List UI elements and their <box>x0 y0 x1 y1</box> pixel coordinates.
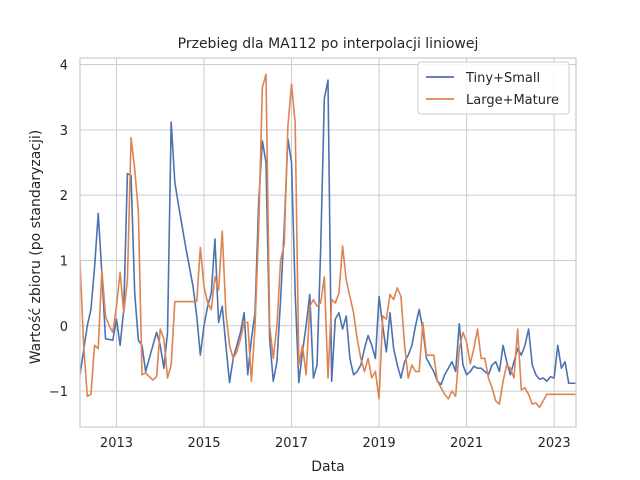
y-tick-0: 0 <box>60 320 68 335</box>
x-tick-2013: 2013 <box>100 436 133 451</box>
series-lines <box>80 73 576 409</box>
chart-title: Przebieg dla MA112 po interpolacji linio… <box>178 36 479 52</box>
x-gridlines <box>115 58 555 427</box>
y-tick-3: 3 <box>60 124 68 139</box>
x-tick-2017: 2017 <box>275 436 308 451</box>
x-axis-title: Data <box>311 459 344 475</box>
legend-label-large-mature: Large+Mature <box>466 93 559 108</box>
x-tick-2019: 2019 <box>363 436 396 451</box>
x-tick-2021: 2021 <box>450 436 483 451</box>
y-axis-title: Wartość zbioru (po standaryzacji) <box>28 130 44 365</box>
plot-area-frame <box>79 57 577 428</box>
legend-box <box>417 61 570 115</box>
y-tick--1: −1 <box>49 385 68 400</box>
legend: Tiny+Small Large+Mature <box>417 61 570 115</box>
y-tick-4: 4 <box>60 59 68 74</box>
y-tick-1: 1 <box>60 254 68 269</box>
y-tick-labels: −1 0 1 2 3 4 <box>49 59 68 401</box>
series-line-tiny-small <box>80 79 576 386</box>
series-line-large-mature <box>80 73 576 409</box>
x-tick-labels: 2013 2015 2017 2019 2021 2023 <box>100 436 571 451</box>
legend-label-tiny-small: Tiny+Small <box>465 71 540 86</box>
x-tick-2015: 2015 <box>187 436 220 451</box>
x-tick-2023: 2023 <box>538 436 571 451</box>
y-tick-2: 2 <box>60 189 68 204</box>
